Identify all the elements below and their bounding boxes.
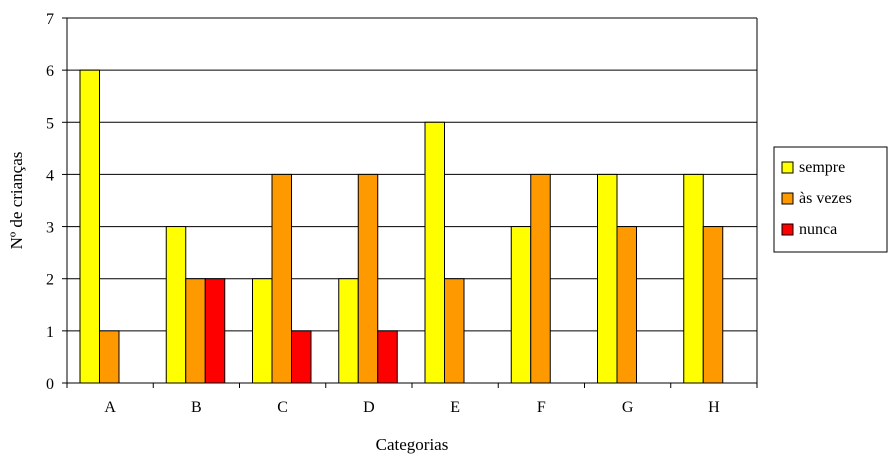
bar-H-0 [683, 173, 704, 384]
x-tick-label-E: E [450, 399, 460, 416]
x-tick-label-A: A [104, 399, 116, 416]
legend-swatch-2 [781, 223, 794, 236]
y-tick-label-6: 6 [46, 63, 54, 80]
bar-F-1 [530, 173, 551, 384]
bar-D-0 [338, 278, 359, 384]
bar-C-2 [291, 330, 312, 384]
bar-E-1 [444, 278, 465, 384]
y-tick-label-0: 0 [46, 376, 54, 393]
bar-C-1 [271, 173, 292, 384]
bars [79, 69, 724, 384]
bar-A-1 [99, 330, 120, 384]
bar-D-1 [357, 173, 379, 384]
bar-G-0 [597, 173, 618, 384]
legend-swatch-0 [781, 161, 794, 174]
x-axis-title: Categorias [376, 435, 449, 454]
legend-label-1: às vezes [799, 190, 852, 207]
legend: sempre às vezes nunca [773, 146, 888, 253]
bar-D-2 [377, 330, 398, 384]
x-tick-label-D: D [363, 399, 375, 416]
legend-label-0: sempre [799, 159, 845, 176]
y-tick-label-1: 1 [46, 324, 54, 341]
x-tick-labels: A B C D E F G H [104, 399, 720, 416]
bar-G-1 [616, 226, 637, 384]
axes [62, 17, 758, 388]
x-tick-label-H: H [708, 399, 720, 416]
bar-C-0 [252, 278, 273, 384]
bar-B-0 [165, 226, 187, 384]
y-tick-label-5: 5 [46, 115, 54, 132]
x-tick-label-F: F [537, 399, 546, 416]
y-tick-label-4: 4 [46, 167, 54, 184]
y-axis-title: Nº de crianças [7, 152, 26, 250]
bar-A-0 [79, 69, 100, 384]
bar-F-0 [510, 226, 532, 384]
bar-B-1 [185, 278, 206, 384]
bar-H-1 [702, 226, 724, 384]
legend-swatch-1 [781, 192, 794, 205]
x-tick-label-G: G [622, 399, 634, 416]
x-tick-label-C: C [277, 399, 288, 416]
y-tick-label-2: 2 [46, 272, 54, 289]
legend-label-2: nunca [799, 221, 837, 238]
bar-E-0 [424, 121, 445, 384]
x-tick-label-B: B [191, 399, 202, 416]
y-tick-label-3: 3 [46, 220, 54, 237]
y-tick-labels: 0 1 2 3 4 5 6 7 [46, 11, 54, 393]
bar-B-2 [204, 278, 226, 384]
y-tick-label-7: 7 [46, 11, 54, 28]
